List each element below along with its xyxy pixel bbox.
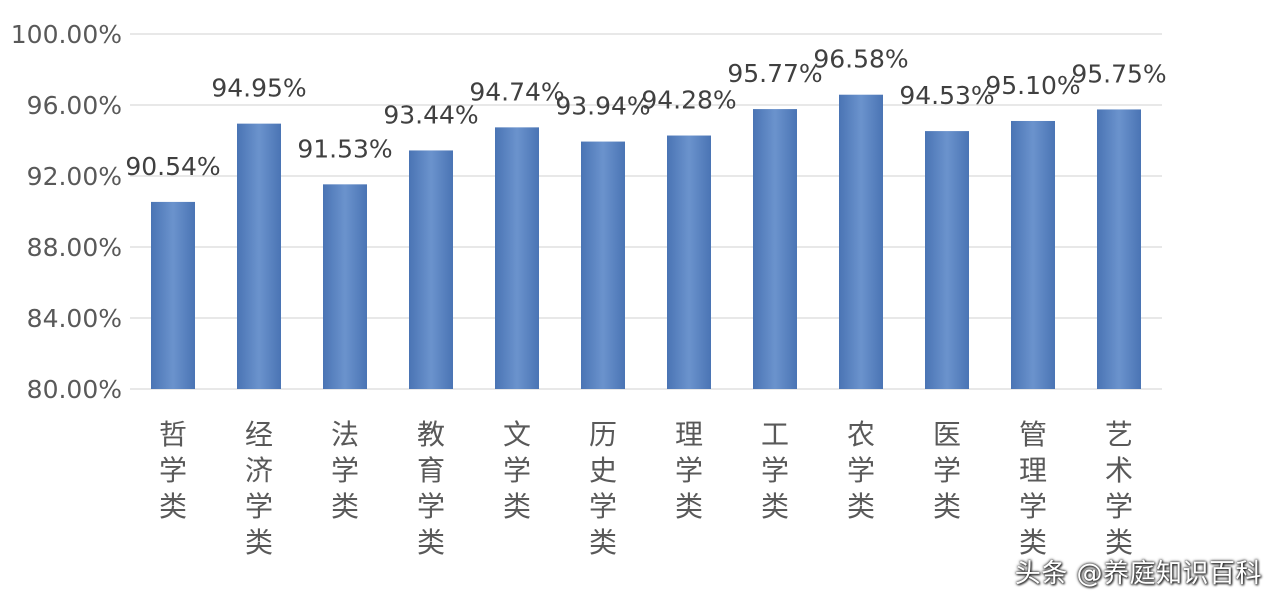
bar [925, 131, 969, 389]
category-label: 工学类 [761, 418, 789, 523]
category-label: 文学类 [503, 418, 531, 523]
y-tick-label: 88.00% [27, 233, 122, 262]
bar [1097, 109, 1141, 389]
data-label: 96.58% [813, 45, 908, 74]
y-tick-label: 84.00% [27, 304, 122, 333]
bar [409, 150, 453, 389]
y-tick-label: 80.00% [27, 375, 122, 404]
category-label: 管理学类 [1019, 418, 1047, 559]
category-label: 法学类 [331, 418, 359, 523]
data-label: 94.53% [899, 81, 994, 110]
category-label: 教育学类 [417, 418, 445, 559]
x-axis-categories: 哲学类 经济学类 法学类 教育学类 文学类 历史学类 理学类 工学类 农学类 医学类 管理学类 艺术学… [159, 418, 1133, 559]
y-tick-label: 92.00% [27, 162, 122, 191]
gridlines [130, 33, 1162, 390]
bar [323, 184, 367, 389]
data-label: 94.74% [469, 77, 564, 106]
category-label: 经济学类 [245, 418, 273, 559]
category-label: 哲学类 [159, 418, 187, 523]
bar [839, 94, 883, 389]
data-label: 91.53% [297, 134, 392, 163]
category-label: 农学类 [847, 418, 875, 523]
y-tick-label: 100.00% [11, 20, 122, 49]
category-label: 历史学类 [589, 418, 617, 559]
data-label: 94.28% [641, 86, 736, 115]
y-tick-label: 96.00% [27, 91, 122, 120]
bar [753, 109, 797, 390]
bar [237, 123, 281, 389]
data-label: 95.10% [985, 71, 1080, 100]
bar [1011, 120, 1055, 389]
y-axis-ticks: 80.00% 84.00% 88.00% 92.00% 96.00% 100.00% [11, 20, 122, 404]
data-labels: 90.54% 94.95% 91.53% 93.44%94.74%93.94%94.2… [125, 45, 1166, 181]
data-label: 95.77% [727, 59, 822, 88]
bar [581, 141, 625, 389]
bars [151, 94, 1141, 390]
data-label: 93.94% [555, 92, 650, 121]
data-label: 94.95% [211, 74, 306, 103]
data-label: 90.54% [125, 152, 220, 181]
bar [495, 127, 539, 390]
category-label: 医学类 [933, 418, 961, 523]
bar [667, 135, 711, 389]
data-label: 93.44% [383, 100, 478, 129]
watermark: 头条 @养庭知识百科 [1014, 559, 1262, 589]
bar [151, 201, 195, 389]
data-label: 95.75% [1071, 59, 1166, 88]
category-label: 理学类 [675, 418, 703, 523]
category-label: 艺术学类 [1105, 418, 1133, 559]
